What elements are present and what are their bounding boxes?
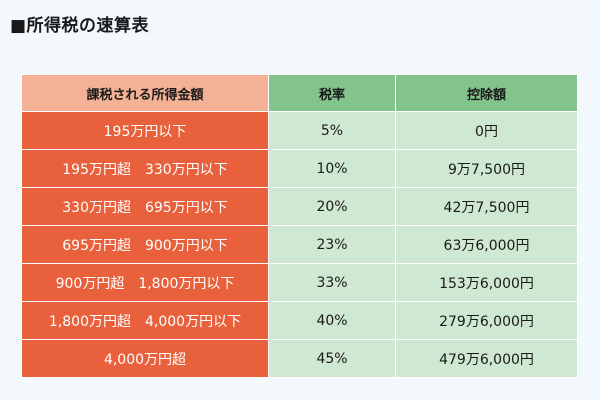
income-bracket-cell: 330万円超 695万円以下 xyxy=(21,187,269,226)
deduction-cell: 0円 xyxy=(395,111,578,150)
table-row: 4,000万円超 45% 479万6,000円 xyxy=(21,339,578,378)
tax-rate-cell: 10% xyxy=(268,149,396,188)
income-bracket-cell: 900万円超 1,800万円以下 xyxy=(21,263,269,302)
table-row: 330万円超 695万円以下 20% 42万7,500円 xyxy=(21,187,578,226)
table-header-row: 課税される所得金額 税率 控除額 xyxy=(21,74,578,112)
income-bracket-cell: 1,800万円超 4,000万円以下 xyxy=(21,301,269,340)
table-row: 695万円超 900万円以下 23% 63万6,000円 xyxy=(21,225,578,264)
income-bracket-cell: 195万円超 330万円以下 xyxy=(21,149,269,188)
tax-rate-cell: 23% xyxy=(268,225,396,264)
table-row: 195万円以下 5% 0円 xyxy=(21,111,578,150)
table-row: 900万円超 1,800万円以下 33% 153万6,000円 xyxy=(21,263,578,302)
tax-rate-table: 課税される所得金額 税率 控除額 195万円以下 5% 0円 195万円超 33… xyxy=(21,74,578,378)
tax-rate-cell: 5% xyxy=(268,111,396,150)
deduction-cell: 479万6,000円 xyxy=(395,339,578,378)
income-bracket-cell: 4,000万円超 xyxy=(21,339,269,378)
deduction-cell: 9万7,500円 xyxy=(395,149,578,188)
page-title: ■所得税の速算表 xyxy=(10,16,150,36)
header-taxable-income: 課税される所得金額 xyxy=(21,74,269,112)
header-tax-rate: 税率 xyxy=(268,74,396,112)
table-row: 195万円超 330万円以下 10% 9万7,500円 xyxy=(21,149,578,188)
income-bracket-cell: 195万円以下 xyxy=(21,111,269,150)
deduction-cell: 279万6,000円 xyxy=(395,301,578,340)
tax-rate-cell: 40% xyxy=(268,301,396,340)
tax-rate-cell: 45% xyxy=(268,339,396,378)
deduction-cell: 153万6,000円 xyxy=(395,263,578,302)
income-bracket-cell: 695万円超 900万円以下 xyxy=(21,225,269,264)
tax-rate-cell: 20% xyxy=(268,187,396,226)
table-row: 1,800万円超 4,000万円以下 40% 279万6,000円 xyxy=(21,301,578,340)
header-deduction: 控除額 xyxy=(395,74,578,112)
deduction-cell: 63万6,000円 xyxy=(395,225,578,264)
deduction-cell: 42万7,500円 xyxy=(395,187,578,226)
tax-rate-cell: 33% xyxy=(268,263,396,302)
